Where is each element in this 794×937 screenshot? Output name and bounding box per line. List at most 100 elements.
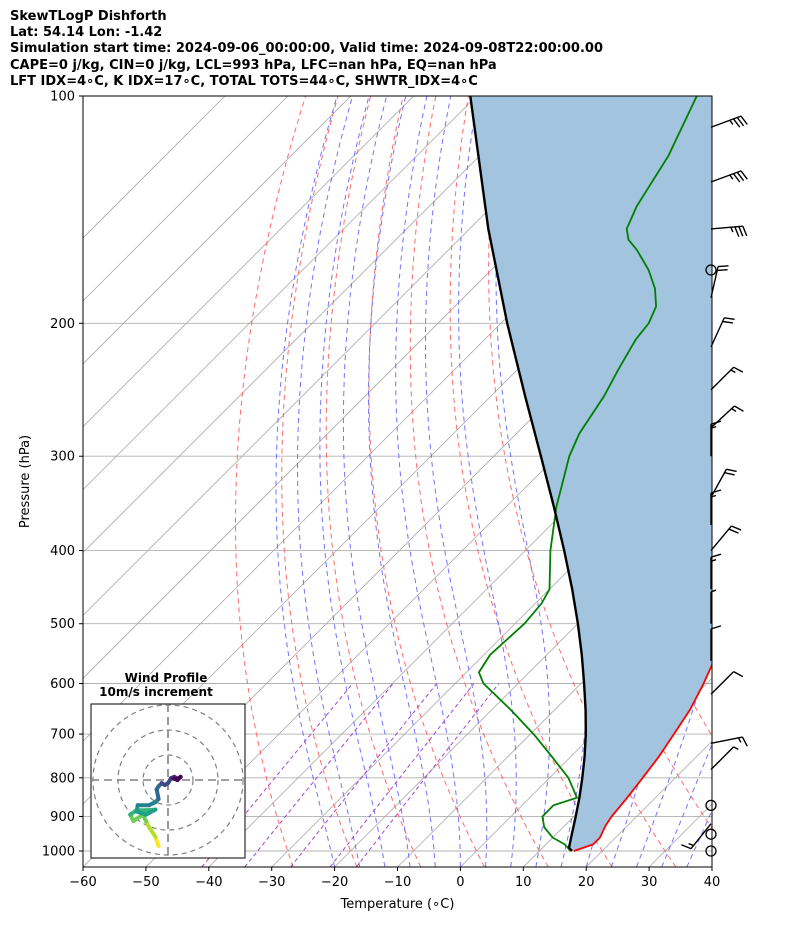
wind-barb-flag (722, 320, 734, 324)
wind-barb (710, 525, 742, 552)
wind-barb-half-flag (730, 369, 736, 374)
moist-adiabat-line (686, 809, 712, 867)
wind-barb (710, 405, 744, 429)
wind-barb (710, 115, 748, 128)
wind-barb-half-flag (688, 842, 694, 847)
y-tick-label: 700 (50, 728, 75, 743)
wind-barb-shaft (710, 115, 742, 128)
moist-adiabat-line (711, 865, 712, 867)
wind-barb-flag (732, 173, 741, 183)
isotherm-line (397, 551, 712, 867)
mixing-ratio-line (355, 683, 500, 867)
dry-adiabat-line (281, 96, 358, 867)
wind-barb-flag (681, 844, 692, 850)
wind-barb-shaft (710, 468, 728, 498)
calm-wind-circle (705, 264, 717, 276)
wind-barb-shaft (710, 525, 733, 552)
y-tick-label: 500 (50, 617, 75, 632)
cin-cape-fill (470, 96, 712, 851)
x-tick-label: 30 (641, 875, 658, 890)
y-tick-label: 400 (50, 544, 75, 559)
wind-barb-half-flag (729, 174, 734, 180)
wind-barb-half-flag (733, 746, 739, 750)
wind-barb (681, 823, 712, 850)
wind-barb-shaft (710, 405, 735, 429)
wind-barb-flag (732, 118, 741, 128)
wind-barb-shaft (710, 746, 735, 771)
wind-barb-shaft (690, 823, 712, 850)
wind-barb-flag (724, 317, 735, 320)
wind-barb-flag (718, 265, 729, 268)
wind-barb-flag (724, 472, 735, 476)
wind-barb-shaft (710, 736, 743, 744)
wind-barb-flag (742, 225, 748, 237)
hodograph-title: Wind Profile (125, 671, 208, 685)
wind-barb-flag (710, 489, 722, 494)
wind-barb-flag (736, 171, 745, 182)
isotherm-line (83, 96, 226, 239)
x-tick-label: −60 (69, 875, 96, 890)
isotherm-line (83, 96, 603, 616)
dewpoint-line (477, 96, 698, 852)
moist-adiabat-line (275, 96, 338, 867)
wind-barb-flag (741, 736, 748, 747)
moist-adiabat-line (342, 96, 411, 867)
moist-adiabat-line (297, 96, 361, 867)
y-tick-label: 100 (50, 90, 75, 105)
wind-barb (710, 671, 744, 695)
wind-barb-flag (733, 671, 744, 678)
dry-adiabat-line (449, 96, 613, 867)
wind-barb-shaft (710, 170, 742, 183)
title-times: Simulation start time: 2024-09-06_00:00:… (10, 41, 603, 56)
x-tick-label: 40 (704, 875, 721, 890)
wind-barb (710, 265, 729, 298)
title-parameters: CAPE=0 j/kg, CIN=0 j/kg, LCL=993 hPa, LF… (10, 58, 497, 73)
moist-adiabat-line (319, 96, 386, 867)
wind-barb-flag (710, 420, 722, 425)
wind-barb-flag (726, 468, 737, 473)
x-tick-label: 0 (456, 875, 464, 890)
plot-area (83, 96, 794, 867)
wind-barb (710, 625, 722, 661)
wind-barb-flag (736, 117, 745, 127)
dry-adiabat-line (488, 96, 677, 867)
y-axis-label: Pressure (hPa) (18, 435, 33, 528)
wind-barb-shaft (710, 671, 735, 695)
wind-barb-shaft (710, 317, 725, 348)
wind-barb (710, 366, 744, 391)
y-tick-label: 600 (50, 677, 75, 692)
dry-adiabat-line (235, 96, 306, 867)
wind-barb-flag (734, 226, 740, 237)
moist-adiabat-line (737, 96, 794, 867)
dry-adiabat-line (729, 96, 794, 867)
isotherm-line (83, 96, 477, 491)
wind-barb-flag (731, 525, 742, 531)
x-tick-label: 20 (578, 875, 595, 890)
wind-barb-flag (717, 269, 728, 272)
wind-barb-half-flag (729, 119, 734, 125)
hodograph-range-ring (142, 754, 194, 806)
moist-adiabat-line (661, 742, 712, 867)
wind-barb-flag (734, 405, 744, 412)
wind-barb (710, 225, 748, 237)
x-axis-label: Temperature (∘C) (340, 897, 455, 912)
y-tick-label: 200 (50, 317, 75, 332)
wind-barb-flag (738, 226, 744, 237)
axes: −60 −50 −40 −30 −20 −10 0 10 20 30 40 100 200 300 400 5… (18, 90, 720, 913)
dry-adiabat-line (762, 96, 794, 867)
wind-barb (710, 317, 735, 348)
moist-adiabat-line (368, 96, 436, 867)
wind-barb-flag (710, 553, 722, 558)
moist-adiabat-line (458, 96, 517, 867)
isotherm-line (83, 96, 414, 428)
wind-barb (710, 170, 748, 183)
y-tick-label: 900 (50, 810, 75, 825)
isotherm-line (83, 96, 289, 302)
temperature-line (573, 662, 712, 852)
wind-barb-half-flag (737, 737, 742, 743)
hodograph-subtitle: 10m/s increment (99, 685, 213, 699)
x-tick-label: 10 (515, 875, 532, 890)
wind-barb-flag (740, 115, 748, 125)
